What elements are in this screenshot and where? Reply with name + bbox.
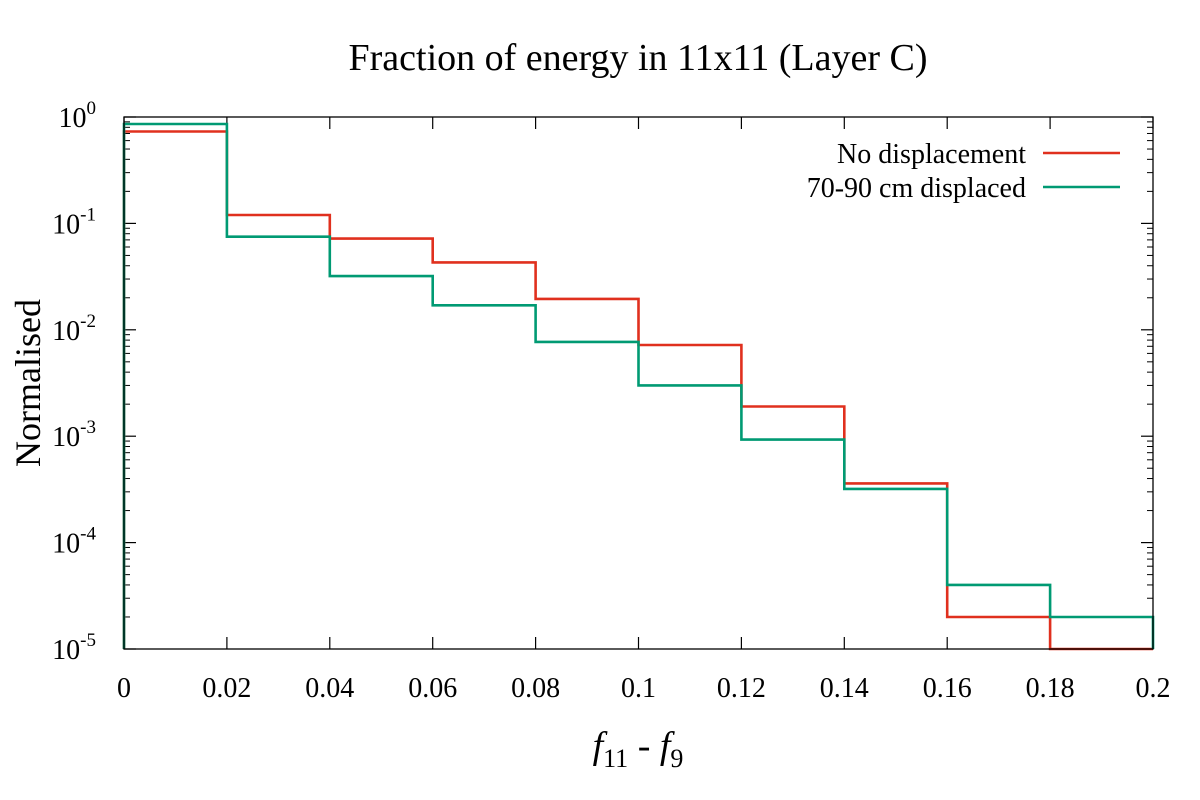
x-tick-label: 0.04 — [305, 673, 354, 704]
series-layer — [122, 122, 1155, 651]
y-tick-label: 10-3 — [52, 417, 96, 453]
x-label-operator: - — [628, 725, 660, 767]
x-label-sub-9: 9 — [670, 744, 683, 773]
y-tick-base: 10 — [52, 209, 80, 240]
y-tick-label: 10-4 — [52, 524, 96, 560]
y-tick-exponent: -3 — [80, 417, 96, 438]
y-tick-base: 10 — [52, 529, 80, 560]
series-line-2 — [122, 122, 1155, 649]
x-tick-label: 0.12 — [717, 673, 766, 704]
series-line-1 — [122, 130, 1153, 651]
y-tick-exponent: 0 — [87, 98, 97, 119]
x-tick-label: 0.16 — [923, 673, 972, 704]
x-tick-label: 0.14 — [820, 673, 869, 704]
x-label-sub-11: 11 — [603, 744, 628, 773]
plot-frame — [123, 116, 1154, 650]
x-tick-label: 0 — [117, 673, 131, 704]
x-tick-label: 0.1 — [621, 673, 656, 704]
y-tick-base: 10 — [52, 635, 80, 666]
x-tick-labels: 0 0.02 0.04 0.06 0.08 0.1 0.12 0.14 0.16 0.18 0.2 — [117, 673, 1171, 704]
legend-label-1: No displacement — [837, 139, 1026, 170]
y-tick-label: 10-1 — [52, 204, 96, 240]
y-tick-exponent: -4 — [80, 524, 96, 545]
y-tick-label: 100 — [59, 98, 97, 134]
y-tick-exponent: -2 — [80, 311, 96, 332]
y-tick-label: 10-2 — [52, 311, 96, 347]
chart-title: Fraction of energy in 11x11 (Layer C) — [349, 37, 928, 79]
y-tick-base: 10 — [59, 103, 87, 134]
y-tick-base: 10 — [52, 422, 80, 453]
y-tick-base: 10 — [52, 316, 80, 347]
y-tick-exponent: -5 — [80, 630, 96, 651]
x-tick-label: 0.02 — [202, 673, 251, 704]
x-tick-label: 0.08 — [511, 673, 560, 704]
x-tick-label: 0.2 — [1136, 673, 1171, 704]
y-axis-label: Normalised — [8, 299, 48, 467]
x-tick-label: 0.18 — [1026, 673, 1075, 704]
y-tick-exponent: -1 — [80, 204, 96, 225]
x-axis-label: f11 - f9 — [593, 725, 684, 773]
x-tick-label: 0.06 — [408, 673, 457, 704]
y-tick-label: 10-5 — [52, 630, 96, 666]
legend-label-2: 70-90 cm displaced — [807, 173, 1026, 204]
